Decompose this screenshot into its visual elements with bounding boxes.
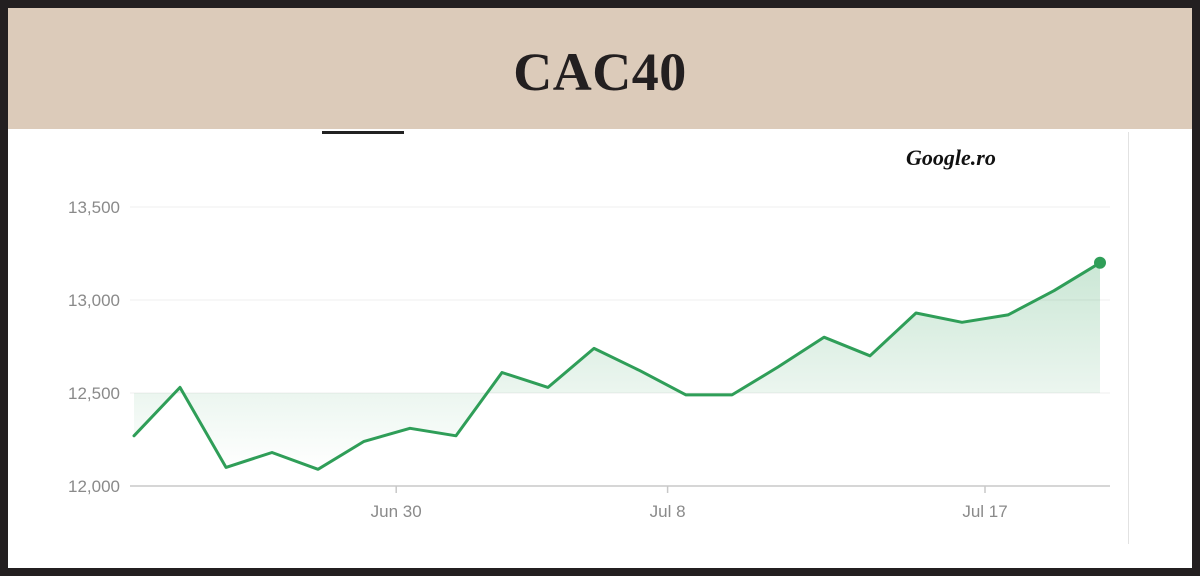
chart-title: CAC40 — [513, 41, 687, 102]
title-banner: CAC40 — [8, 8, 1192, 129]
selected-tab-indicator — [322, 131, 404, 134]
last-data-point — [1094, 256, 1106, 269]
area-fill — [134, 262, 1100, 470]
y-tick-label: 13,500 — [68, 198, 120, 217]
chart-right-divider — [1128, 132, 1129, 544]
x-tick-label: Jul 8 — [650, 502, 686, 521]
x-tick-label: Jun 30 — [371, 502, 422, 521]
y-axis-ticks: 12,000 12,500 13,000 13,500 — [68, 198, 120, 496]
y-tick-label: 13,000 — [68, 291, 120, 310]
x-axis-ticks: Jun 30 Jul 8 Jul 17 — [371, 486, 1008, 521]
series-line — [132, 256, 1106, 471]
series-path — [132, 261, 1102, 471]
y-tick-label: 12,000 — [68, 477, 120, 496]
source-label: Google.ro — [906, 145, 996, 170]
y-tick-label: 12,500 — [68, 384, 120, 403]
x-tick-label: Jul 17 — [962, 502, 1007, 521]
series-area — [134, 262, 1100, 470]
